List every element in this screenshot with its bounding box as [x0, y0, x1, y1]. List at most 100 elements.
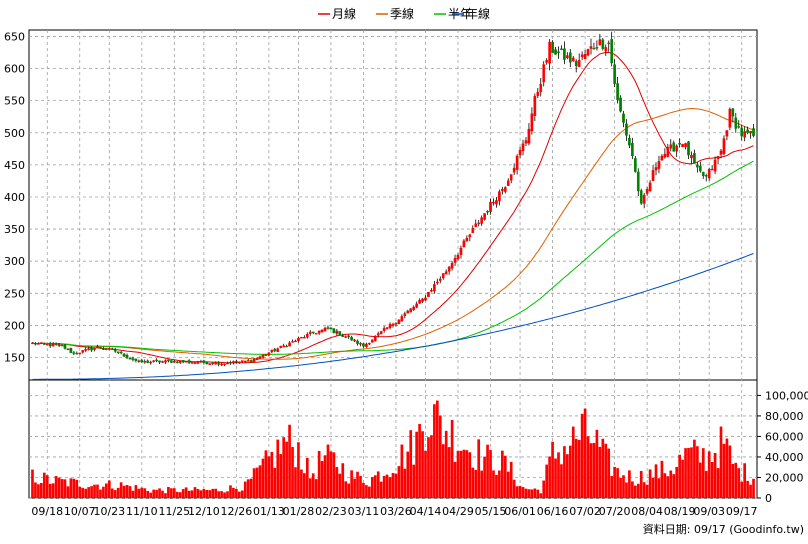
candle-body [110, 348, 114, 350]
price-tick-label: 350 [4, 223, 25, 236]
volume-bar [725, 438, 729, 498]
volume-bar [370, 477, 374, 498]
volume-bar [45, 475, 49, 498]
candle-body [31, 342, 34, 345]
date-tick-label: 09/17 [726, 505, 758, 518]
candle-body [172, 360, 176, 363]
candle-body [87, 348, 90, 351]
candle-body [320, 329, 324, 333]
candle-body [557, 51, 560, 53]
date-tick-label: 02/23 [315, 505, 347, 518]
volume-bar [202, 488, 206, 498]
candle-body [737, 126, 741, 128]
volume-bar [447, 447, 451, 498]
volume-bar [394, 473, 398, 498]
volume-bar [699, 462, 702, 498]
candle-body [456, 254, 460, 260]
volume-bar [746, 480, 749, 498]
candle-body [542, 64, 546, 83]
volume-bar [341, 463, 345, 498]
price-tick-label: 250 [4, 287, 25, 300]
volume-bar [421, 431, 424, 498]
candle-body [75, 352, 79, 355]
candle-body [687, 141, 690, 156]
price-tick-label: 450 [4, 159, 25, 172]
volume-bar [146, 490, 150, 498]
candle-body [122, 353, 126, 357]
date-tick-label: 05/15 [475, 505, 507, 518]
date-tick-label: 11/25 [158, 505, 190, 518]
candle-body [202, 360, 206, 363]
volume-bar [332, 452, 336, 498]
candle-body [752, 128, 755, 136]
volume-bar [87, 487, 90, 498]
candle-body [40, 342, 43, 344]
volume-bar [294, 467, 297, 498]
volume-bar [382, 475, 386, 498]
candle-body [571, 57, 575, 62]
candle-body [651, 170, 655, 181]
volume-bar [716, 468, 720, 498]
candle-body [78, 352, 82, 355]
candle-body [616, 83, 619, 101]
candle-body [548, 41, 551, 64]
candle-body [693, 153, 696, 164]
volume-bar [48, 483, 52, 498]
volume-bar [161, 490, 164, 498]
volume-bar [96, 484, 99, 498]
candle-body [675, 145, 679, 152]
volume-bar [512, 479, 516, 498]
legend-item-quarter: 季線 [376, 6, 414, 21]
candle-body [722, 138, 726, 155]
candle-body [430, 290, 433, 292]
volume-bar [158, 488, 161, 498]
volume-bar [719, 426, 723, 498]
volume-bar [379, 481, 383, 498]
candle-body [294, 340, 297, 343]
candle-body [477, 222, 481, 225]
volume-bar [495, 474, 498, 498]
volume-bar [666, 476, 670, 498]
candle-body [134, 358, 138, 361]
candle-body [119, 351, 123, 354]
candle-body [628, 138, 631, 146]
volume-bar [329, 451, 333, 498]
candle-body [282, 345, 285, 348]
candle-body [716, 156, 720, 160]
date-tick-label: 09/03 [693, 505, 725, 518]
candle-body [474, 223, 478, 227]
volume-bar [542, 480, 546, 498]
price-tick-label: 600 [4, 63, 25, 76]
candle-body [433, 284, 436, 292]
date-tick-label: 04/14 [410, 505, 442, 518]
candle-body [96, 346, 99, 348]
candle-body [486, 211, 489, 213]
volume-bar [190, 490, 194, 498]
volume-bar [557, 452, 560, 498]
price-axis-ticks: 150 200 250 300 350 400 450 500 550 600 650 [4, 30, 25, 364]
candle-body [728, 109, 732, 128]
volume-bar [149, 492, 153, 498]
candle-body [84, 349, 87, 351]
candle-body [610, 39, 614, 64]
volume-bar [252, 468, 256, 498]
candle-body [229, 362, 232, 364]
candle-body [438, 278, 442, 281]
volume-bar [211, 488, 215, 498]
volume-bar [509, 461, 513, 498]
volume-bar [672, 474, 676, 498]
volume-bar [155, 489, 158, 498]
volume-bar [267, 456, 271, 498]
volume-bar [704, 470, 708, 498]
volume-bar [125, 484, 129, 498]
candle-body [707, 169, 711, 179]
candle-body [566, 55, 569, 59]
candle-body [521, 143, 525, 151]
candle-body [672, 142, 676, 152]
candle-body [240, 360, 244, 362]
volume-bar [261, 458, 265, 498]
volume-bar [243, 481, 247, 498]
volume-bar [574, 438, 578, 498]
volume-bar [217, 491, 220, 498]
volume-bar [412, 464, 416, 498]
